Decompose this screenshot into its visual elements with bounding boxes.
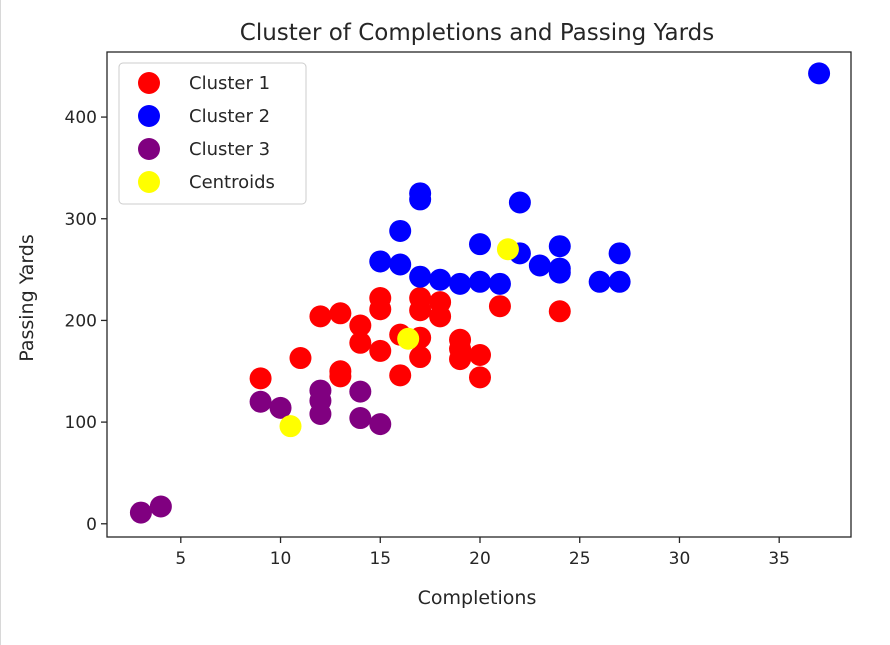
cluster-3-point-7 [349,380,372,403]
cluster-1-point-21 [449,348,472,371]
cluster-3-point-1 [149,495,172,518]
chart-title: Cluster of Completions and Passing Yards [240,20,714,46]
cluster-2-point-13 [528,254,551,277]
cluster-2-point-7 [449,272,472,295]
cluster-2-point-4 [409,188,432,211]
cluster-2-point-1 [389,219,412,242]
cluster-2-point-16 [548,261,571,284]
cluster-1-point-9 [369,298,392,321]
cluster-1-point-25 [548,300,571,323]
cluster-1-point-0 [249,367,272,390]
y-tick-label-0: 0 [86,515,97,535]
y-tick-label-200: 200 [65,311,97,331]
legend-marker-cluster-1 [138,72,160,94]
cluster-2-point-2 [389,253,412,276]
cluster-1-point-7 [349,331,372,354]
cluster-1-point-3 [329,302,352,325]
axes: 5 10 15 20 25 30 35 0 100 200 300 400 [65,108,790,569]
cluster-1-point-16 [409,346,432,369]
plot-area-frame [106,51,852,538]
cluster-3-point-9 [369,413,392,436]
cluster-1-point-6 [349,314,372,337]
legend: Cluster 1 Cluster 2 Cluster 3 Centroids [118,62,307,205]
x-tick-label-30: 30 [669,549,691,569]
cluster-1-point-14 [409,299,432,322]
cluster-3-point-2 [249,390,272,413]
centroids-point-2 [279,415,302,438]
y-tick-label-300: 300 [65,210,97,230]
legend-label-cluster-3: Cluster 3 [189,139,270,160]
x-tick-label-15: 15 [369,549,391,569]
cluster-1-point-1 [289,347,312,370]
cluster-2-point-18 [608,242,631,265]
cluster-2-point-10 [488,272,511,295]
cluster-2-point-9 [468,270,491,293]
legend-box [118,62,307,205]
cluster-1-point-23 [468,366,491,389]
legend-marker-cluster-3 [138,138,160,160]
y-axis-label: Passing Yards [16,234,38,362]
cluster-2-point-14 [548,235,571,258]
cluster-2-point-0 [369,250,392,273]
cluster-1-point-10 [369,339,392,362]
cluster-1-point-24 [488,295,511,318]
cluster-3-point-3 [269,396,292,419]
x-tick-label-35: 35 [768,549,790,569]
cluster-1-point-22 [468,343,491,366]
cluster-2-point-17 [588,270,611,293]
legend-marker-cluster-2 [138,105,160,127]
cluster-1-point-2 [309,305,332,328]
legend-label-cluster-2: Cluster 2 [189,106,270,127]
plot-marks [129,62,831,524]
y-tick-label-400: 400 [65,108,97,128]
y-tick-label-100: 100 [65,413,97,433]
centroids-point-0 [397,327,420,350]
x-axis-label: Completions [418,587,537,609]
cluster-2-point-11 [508,191,531,214]
x-tick-label-5: 5 [175,549,186,569]
legend-label-cluster-1: Cluster 1 [189,73,270,94]
cluster-3-point-6 [309,402,332,425]
x-tick-label-20: 20 [469,549,491,569]
cluster-2-point-19 [608,270,631,293]
cluster-2-point-5 [409,265,432,288]
cluster-1-point-5 [329,365,352,388]
cluster-2-point-6 [429,268,452,291]
cluster-3-point-0 [129,501,152,524]
cluster-2-point-8 [468,233,491,256]
centroids-point-1 [496,238,519,261]
cluster-2-point-20 [808,62,831,85]
x-tick-label-10: 10 [270,549,292,569]
cluster-3-point-8 [349,407,372,430]
cluster-1-point-18 [429,305,452,328]
legend-label-centroids: Centroids [189,172,275,193]
cluster-1-point-12 [389,364,412,387]
x-tick-label-25: 25 [569,549,591,569]
legend-marker-centroids [138,171,160,193]
